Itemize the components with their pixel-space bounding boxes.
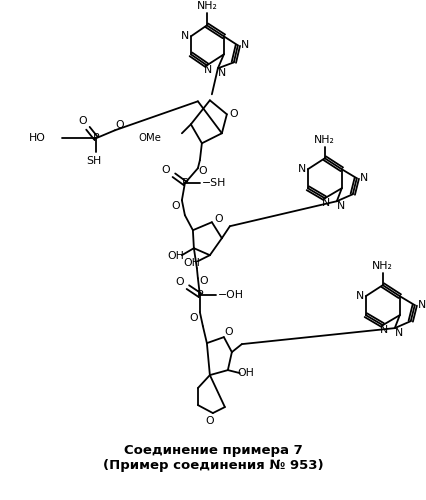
Text: O: O (199, 276, 208, 286)
Text: O: O (78, 116, 87, 126)
Text: N: N (417, 300, 425, 310)
Text: O: O (229, 110, 238, 120)
Text: OMe: OMe (138, 134, 161, 143)
Text: O: O (115, 120, 124, 130)
Text: N: N (394, 328, 402, 338)
Text: N: N (240, 40, 248, 50)
Text: N: N (355, 291, 363, 301)
Text: N: N (336, 201, 344, 211)
Text: P: P (92, 134, 99, 143)
Text: O: O (171, 201, 180, 211)
Text: N: N (359, 173, 367, 183)
Text: N: N (180, 32, 189, 42)
Text: −SH: −SH (201, 178, 225, 188)
Text: O: O (189, 313, 198, 323)
Text: P: P (181, 178, 188, 188)
Text: N: N (203, 66, 211, 76)
Text: OH: OH (183, 258, 200, 268)
Text: O: O (161, 166, 170, 175)
Text: O: O (205, 416, 214, 426)
Text: N: N (321, 198, 329, 208)
Text: NH₂: NH₂ (314, 136, 334, 145)
Text: Соединение примера 7: Соединение примера 7 (123, 444, 302, 456)
Text: NH₂: NH₂ (196, 2, 217, 12)
Text: OH: OH (167, 251, 184, 261)
Text: P: P (196, 290, 203, 300)
Text: N: N (297, 164, 305, 174)
Text: N: N (379, 325, 387, 335)
Text: NH₂: NH₂ (371, 261, 392, 271)
Text: SH: SH (86, 156, 101, 166)
Text: O: O (198, 166, 207, 176)
Text: −OH: −OH (217, 290, 243, 300)
Text: N: N (217, 68, 225, 78)
Text: O: O (214, 214, 223, 224)
Text: O: O (175, 277, 184, 287)
Text: O: O (224, 327, 233, 337)
Text: (Пример соединения № 953): (Пример соединения № 953) (102, 458, 322, 471)
Text: HO: HO (29, 134, 46, 143)
Text: OH: OH (237, 368, 254, 378)
